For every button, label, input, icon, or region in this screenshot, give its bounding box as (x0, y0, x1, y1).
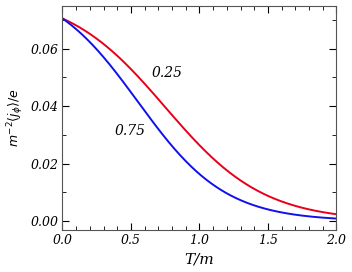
X-axis label: T/m: T/m (184, 252, 214, 267)
Text: 0.25: 0.25 (151, 66, 183, 81)
Y-axis label: $m^{-2}\langle j_\phi\rangle/e$: $m^{-2}\langle j_\phi\rangle/e$ (6, 88, 26, 147)
Text: 0.75: 0.75 (114, 124, 145, 138)
